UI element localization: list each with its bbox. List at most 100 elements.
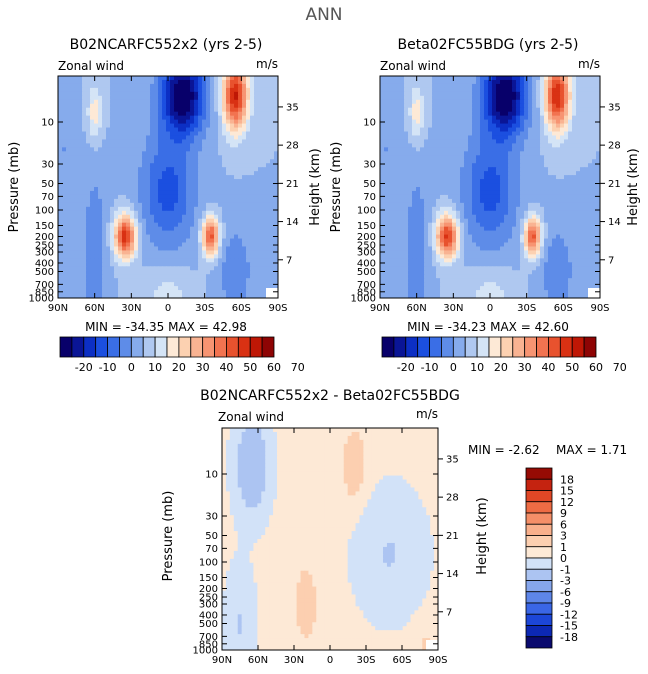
contour-cell <box>190 183 195 188</box>
contour-cell <box>190 95 195 101</box>
contour-cell <box>472 147 477 152</box>
contour-cell <box>234 151 239 156</box>
contour-cell <box>198 254 203 259</box>
contour-cell <box>94 151 99 156</box>
contour-cell <box>584 167 589 172</box>
contour-cell <box>146 163 151 168</box>
contour-cell <box>428 202 433 208</box>
contour-cell <box>592 183 597 188</box>
contour-cell <box>150 274 155 279</box>
contour-cell <box>572 139 577 144</box>
contour-cell <box>226 294 231 298</box>
contour-cell <box>384 190 389 196</box>
contour-cell <box>178 246 183 252</box>
contour-cell <box>274 147 278 152</box>
contour-cell <box>182 119 187 125</box>
contour-cell <box>444 151 449 156</box>
contour-cell <box>468 95 473 101</box>
contour-cell <box>408 183 413 188</box>
contour-cell <box>592 198 597 204</box>
contour-cell <box>250 294 255 298</box>
contour-cell <box>142 234 147 240</box>
contour-cell <box>428 127 433 133</box>
contour-cell <box>190 274 195 279</box>
contour-cell <box>392 147 397 152</box>
contour-cell <box>170 167 175 172</box>
contour-cell <box>400 131 405 137</box>
contour-cell <box>170 218 175 224</box>
contour-cell <box>230 179 235 184</box>
contour-cell <box>234 282 239 287</box>
contour-cell <box>460 127 465 133</box>
contour-cell <box>218 254 223 259</box>
contour-cell <box>274 238 278 244</box>
contour-cell <box>170 107 175 113</box>
contour-cell <box>78 214 83 220</box>
contour-cell <box>154 218 159 224</box>
contour-cell <box>162 274 167 279</box>
contour-cell <box>130 147 135 152</box>
contour-cell <box>126 226 131 232</box>
contour-cell <box>170 187 175 192</box>
contour-cell <box>178 175 183 180</box>
contour-cell <box>246 95 251 101</box>
contour-cell <box>70 79 75 85</box>
contour-cell <box>416 194 421 200</box>
contour-cell <box>78 183 83 188</box>
contour-cell <box>480 159 485 164</box>
contour-cell <box>102 194 107 200</box>
contour-cell <box>62 123 67 129</box>
contour-cell <box>170 202 175 208</box>
contour-cell <box>174 111 179 117</box>
contour-cell <box>198 119 203 125</box>
contour-cell <box>250 183 255 188</box>
contour-cell <box>102 123 107 129</box>
contour-cell <box>158 91 163 97</box>
contour-cell <box>480 194 485 200</box>
contour-cell <box>82 230 87 236</box>
contour-cell <box>234 274 239 279</box>
contour-cell <box>154 210 159 216</box>
contour-cell <box>396 99 401 105</box>
contour-cell <box>94 246 99 252</box>
contour-cell <box>576 83 581 89</box>
contour-cell <box>480 179 485 184</box>
contour-cell <box>456 167 461 172</box>
contour-cell <box>428 135 433 141</box>
contour-cell <box>388 91 393 97</box>
contour-cell <box>444 143 449 148</box>
contour-cell <box>274 159 278 164</box>
contour-cell <box>190 262 195 267</box>
contour-cell <box>452 107 457 113</box>
contour-cell <box>178 238 183 244</box>
contour-cell <box>66 123 71 129</box>
contour-cell <box>572 99 577 105</box>
contour-cell <box>524 163 529 168</box>
contour-cell <box>230 290 235 295</box>
contour-cell <box>146 206 151 212</box>
contour-cell <box>90 171 95 176</box>
contour-cell <box>556 99 561 105</box>
contour-cell <box>122 99 127 105</box>
contour-cell <box>432 87 437 93</box>
contour-cell <box>246 290 251 295</box>
contour-cell <box>488 143 493 148</box>
contour-cell <box>74 262 79 267</box>
contour-cell <box>222 262 227 267</box>
contour-cell <box>106 107 111 113</box>
contour-cell <box>274 270 278 275</box>
contour-cell <box>58 151 63 156</box>
contour-cell <box>170 171 175 176</box>
contour-cell <box>158 294 163 298</box>
contour-cell <box>110 147 115 152</box>
contour-cell <box>138 218 143 224</box>
contour-cell <box>118 76 123 81</box>
contour-cell <box>74 266 79 271</box>
contour-cell <box>202 167 207 172</box>
contour-cell <box>170 151 175 156</box>
contour-cell <box>190 163 195 168</box>
contour-cell <box>380 139 385 144</box>
contour-cell <box>420 79 425 85</box>
contour-cell <box>520 91 525 97</box>
contour-cell <box>194 242 199 248</box>
